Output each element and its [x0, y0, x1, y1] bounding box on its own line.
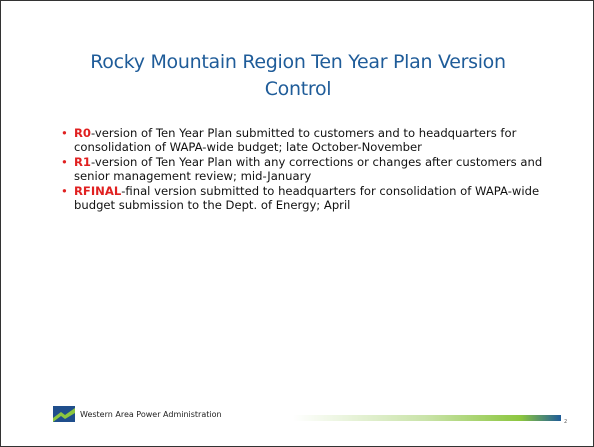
bullet-text: -version of Ten Year Plan submitted to c…: [74, 126, 517, 154]
bullet-term: R0: [74, 126, 91, 140]
organization-name: Western Area Power Administration: [80, 410, 222, 419]
bullet-text: -version of Ten Year Plan with any corre…: [74, 155, 543, 183]
bullet-marker: •: [61, 126, 68, 140]
bullet-term: R1: [74, 155, 91, 169]
bullet-item: • R1-version of Ten Year Plan with any co…: [61, 155, 543, 183]
footer-bar: [293, 415, 561, 421]
bullet-item: • RFINAL-final version submitted to headq…: [61, 184, 543, 212]
bullet-list: • R0-version of Ten Year Plan submitted t…: [61, 126, 543, 213]
page-number: 2: [564, 419, 568, 425]
bullet-marker: •: [61, 155, 68, 169]
logo: [53, 406, 75, 422]
slide-title: Rocky Mountain Region Ten Year Plan Vers…: [90, 51, 506, 100]
bullet-item: • R0-version of Ten Year Plan submitted t…: [61, 126, 543, 154]
bullet-marker: •: [61, 184, 68, 198]
bullet-term: RFINAL: [74, 184, 122, 198]
bullet-text: -final version submitted to headquarters…: [74, 184, 540, 212]
